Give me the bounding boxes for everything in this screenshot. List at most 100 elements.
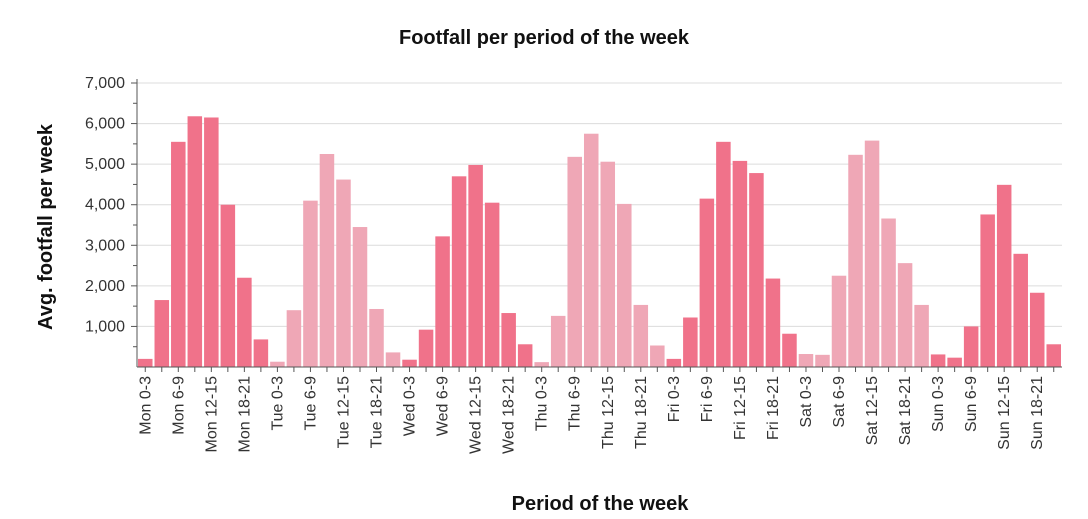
bar-sat-21-24 <box>914 304 929 367</box>
x-tick-label: Mon 12-15 <box>203 376 220 453</box>
x-tick-label: Sat 18-21 <box>897 376 914 445</box>
bar-fri-12-15 <box>732 160 748 367</box>
bar-mon-6-9 <box>171 141 186 367</box>
x-tick-label: Fri 6-9 <box>699 376 716 422</box>
y-tick-label: 2,000 <box>85 278 125 295</box>
bar-tue-3-6 <box>286 310 302 367</box>
bar-mon-12-15 <box>204 117 219 367</box>
bar-fri-18-21 <box>765 278 781 367</box>
x-axis-ticks: Mon 0-3 Mon 6-9 Mon 12-15 Mon 18-21 Tue 0-3 T… <box>137 367 1055 454</box>
x-tick-label: Mon 6-9 <box>170 376 187 435</box>
y-tick-label: 4,000 <box>85 197 125 214</box>
bar-tue-12-15 <box>336 179 351 367</box>
x-tick-label: Thu 18-21 <box>633 376 650 449</box>
bar-tue-15-18 <box>352 227 368 367</box>
bar-fri-0-3 <box>666 358 682 367</box>
x-tick-label: Sun 6-9 <box>963 376 980 432</box>
bar-fri-9-12 <box>716 141 731 367</box>
x-tick-label: Sat 6-9 <box>831 376 848 428</box>
bar-mon-0-3 <box>138 358 153 367</box>
x-tick-label: Fri 0-3 <box>666 376 683 422</box>
bar-sat-18-21 <box>897 263 913 367</box>
bar-wed-12-15 <box>468 164 483 367</box>
bar-tue-9-12 <box>319 154 335 367</box>
x-tick-label: Sun 18-21 <box>1029 376 1046 450</box>
bar-sun-21-24 <box>1046 344 1061 367</box>
x-tick-label: Mon 18-21 <box>236 376 253 453</box>
bar-wed-6-9 <box>435 236 450 367</box>
x-tick-label: Wed 6-9 <box>435 376 452 436</box>
bar-mon-9-12 <box>187 116 203 367</box>
y-tick-label: 3,000 <box>85 237 125 254</box>
x-tick-label: Sat 0-3 <box>798 376 815 428</box>
bar-wed-9-12 <box>451 176 467 367</box>
bar-thu-18-21 <box>633 304 649 367</box>
x-tick-label: Tue 0-3 <box>269 376 286 431</box>
x-tick-label: Tue 18-21 <box>369 376 386 448</box>
bar-thu-15-18 <box>617 203 632 367</box>
gridlines <box>137 82 1062 327</box>
bar-wed-21-24 <box>517 344 533 367</box>
bar-sat-0-3 <box>798 354 814 367</box>
bar-sat-9-12 <box>848 154 863 367</box>
bar-tue-0-3 <box>270 361 285 367</box>
bar-thu-3-6 <box>550 315 566 367</box>
x-tick-label: Wed 0-3 <box>402 376 419 436</box>
bar-sat-3-6 <box>815 354 830 367</box>
x-tick-label: Wed 12-15 <box>468 376 485 454</box>
bar-sun-12-15 <box>996 184 1012 367</box>
x-tick-label: Sun 12-15 <box>996 376 1013 450</box>
bar-fri-21-24 <box>782 333 797 367</box>
bar-tue-18-21 <box>369 308 384 367</box>
bar-mon-15-18 <box>220 204 236 367</box>
bar-fri-3-6 <box>683 317 698 367</box>
bar-sun-0-3 <box>930 354 946 367</box>
bar-sat-6-9 <box>831 275 847 367</box>
bar-sun-3-6 <box>947 357 962 367</box>
bar-wed-15-18 <box>484 202 500 367</box>
y-axis-title: Avg. footfall per week <box>35 123 57 330</box>
x-tick-label: Thu 0-3 <box>534 376 551 431</box>
x-tick-label: Sun 0-3 <box>930 376 947 432</box>
x-tick-label: Wed 18-21 <box>501 376 518 454</box>
y-tick-label: 6,000 <box>85 116 125 133</box>
bar-sun-9-12 <box>980 214 995 367</box>
x-axis-title: Period of the week <box>512 493 690 515</box>
bar-tue-21-24 <box>385 352 401 367</box>
bar-mon-21-24 <box>253 339 269 367</box>
bar-thu-6-9 <box>567 156 582 367</box>
bar-sun-15-18 <box>1013 253 1028 367</box>
bar-fri-15-18 <box>749 173 764 367</box>
bar-thu-0-3 <box>534 362 549 367</box>
bar-sat-15-18 <box>881 218 896 367</box>
bar-wed-18-21 <box>501 313 516 367</box>
bars <box>138 116 1061 367</box>
bar-tue-6-9 <box>303 200 318 367</box>
bar-thu-12-15 <box>600 161 616 367</box>
bar-sat-12-15 <box>864 140 880 367</box>
bar-wed-0-3 <box>402 359 417 367</box>
x-tick-label: Tue 12-15 <box>335 376 352 448</box>
x-tick-label: Thu 6-9 <box>567 376 584 431</box>
x-tick-label: Sat 12-15 <box>864 376 881 445</box>
bar-fri-6-9 <box>699 198 715 367</box>
x-tick-label: Thu 12-15 <box>600 376 617 449</box>
x-tick-label: Fri 12-15 <box>732 376 749 440</box>
axes <box>136 79 1062 368</box>
bar-mon-3-6 <box>154 300 170 367</box>
y-axis-ticks: 1,000 2,000 3,000 4,000 5,000 6,000 7,000 <box>85 75 137 348</box>
bar-wed-3-6 <box>418 329 434 367</box>
bar-thu-21-24 <box>650 345 665 367</box>
chart-title: Footfall per period of the week <box>399 27 690 49</box>
bar-thu-9-12 <box>583 133 599 367</box>
bar-sun-6-9 <box>963 326 979 367</box>
y-tick-label: 5,000 <box>85 156 125 173</box>
y-tick-label: 7,000 <box>85 75 125 92</box>
x-tick-label: Tue 6-9 <box>302 376 319 431</box>
y-tick-label: 1,000 <box>85 318 125 335</box>
x-tick-label: Fri 18-21 <box>765 376 782 440</box>
bar-mon-18-21 <box>237 277 252 367</box>
x-tick-label: Mon 0-3 <box>137 376 154 435</box>
bar-sun-18-21 <box>1029 292 1045 367</box>
